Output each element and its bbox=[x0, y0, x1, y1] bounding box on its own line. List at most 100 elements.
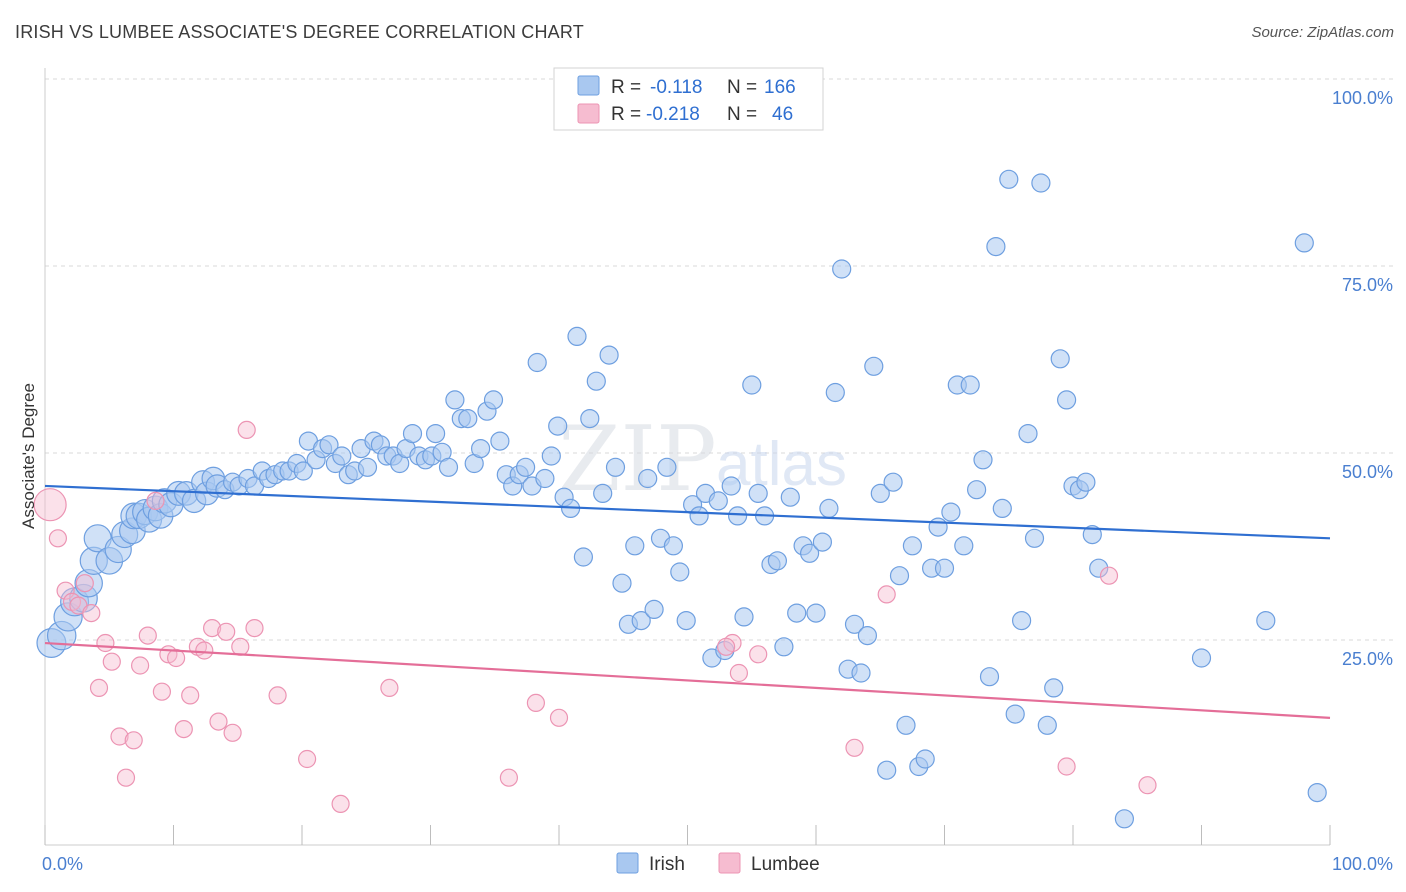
irish-point-146 bbox=[986, 237, 1006, 257]
irish-point-151 bbox=[1018, 424, 1038, 444]
irish-point-145 bbox=[979, 667, 1000, 687]
irish-point-121 bbox=[825, 382, 845, 403]
y-tick-label-100: 100.0% bbox=[1332, 88, 1393, 108]
bottom-legend: Irish Lumbee bbox=[616, 852, 820, 875]
irish-point-85 bbox=[593, 483, 613, 503]
legend: R = -0.118 N = 166 R = -0.218 N = 46 bbox=[553, 67, 824, 131]
series-lumbee bbox=[33, 420, 1157, 814]
irish-point-76 bbox=[535, 468, 555, 489]
lumbee-point-15 bbox=[146, 491, 165, 510]
irish-point-152 bbox=[1024, 528, 1045, 548]
legend-n-value-irish: 166 bbox=[764, 77, 796, 98]
y-tick-label-75: 75.0% bbox=[1342, 275, 1393, 295]
lumbee-point-7 bbox=[89, 678, 109, 698]
irish-point-93 bbox=[644, 599, 664, 620]
irish-point-149 bbox=[1005, 704, 1025, 724]
lumbee-trend-line bbox=[44, 641, 1331, 719]
irish-point-117 bbox=[799, 543, 820, 563]
legend-r-value-irish: -0.118 bbox=[650, 77, 702, 98]
lumbee-point-2 bbox=[56, 581, 75, 600]
lumbee-point-20 bbox=[181, 686, 200, 705]
lumbee-point-25 bbox=[217, 622, 236, 641]
lumbee-point-42 bbox=[1057, 757, 1076, 776]
irish-point-90 bbox=[625, 536, 645, 556]
lumbee-point-18 bbox=[167, 648, 186, 668]
irish-point-105 bbox=[721, 476, 741, 496]
irish-point-84 bbox=[586, 371, 606, 391]
irish-point-148 bbox=[999, 169, 1019, 189]
irish-point-59 bbox=[426, 424, 446, 444]
lumbee-point-31 bbox=[298, 749, 317, 769]
irish-point-106 bbox=[727, 506, 748, 526]
legend-n-label-irish: N = bbox=[727, 77, 757, 98]
irish-point-75 bbox=[527, 352, 547, 373]
bottom-legend-label-lumbee: Lumbee bbox=[751, 854, 820, 875]
irish-point-160 bbox=[1076, 472, 1096, 492]
irish-point-82 bbox=[573, 547, 594, 567]
irish-trend-line bbox=[44, 484, 1331, 540]
irish-point-92 bbox=[638, 468, 658, 489]
irish-point-48 bbox=[357, 457, 378, 477]
bottom-legend-swatch-lumbee bbox=[718, 852, 741, 874]
lumbee-point-1 bbox=[48, 529, 68, 548]
irish-point-126 bbox=[857, 625, 878, 646]
bottom-legend-label-irish: Irish bbox=[649, 854, 685, 875]
legend-r-label-irish: R = bbox=[611, 77, 641, 98]
irish-point-156 bbox=[1050, 349, 1070, 369]
y-axis-label: Associate's Degree bbox=[19, 383, 38, 529]
lumbee-point-34 bbox=[499, 768, 518, 787]
irish-point-143 bbox=[966, 480, 987, 500]
irish-point-83 bbox=[580, 409, 600, 429]
legend-r-value-lumbee: -0.218 bbox=[646, 104, 700, 125]
irish-point-44 bbox=[332, 446, 352, 466]
lumbee-point-13 bbox=[131, 656, 150, 675]
lumbee-point-36 bbox=[549, 708, 569, 727]
x-tick-label-min: 0.0% bbox=[42, 854, 83, 874]
lumbee-point-6 bbox=[82, 603, 101, 623]
irish-point-133 bbox=[902, 536, 923, 556]
irish-point-139 bbox=[941, 502, 961, 522]
lumbee-point-23 bbox=[203, 618, 222, 638]
irish-point-144 bbox=[973, 450, 993, 470]
lumbee-point-38 bbox=[729, 663, 749, 683]
irish-point-124 bbox=[844, 614, 865, 634]
irish-point-64 bbox=[458, 409, 478, 429]
irish-point-87 bbox=[605, 457, 626, 477]
irish-point-138 bbox=[934, 558, 955, 578]
irish-point-109 bbox=[748, 483, 768, 503]
irish-point-119 bbox=[812, 532, 833, 552]
lumbee-point-27 bbox=[231, 637, 250, 656]
lumbee-point-19 bbox=[174, 719, 193, 739]
lumbee-point-30 bbox=[268, 686, 287, 705]
irish-point-130 bbox=[883, 472, 903, 492]
y-tick-label-50: 50.0% bbox=[1342, 462, 1393, 482]
irish-point-62 bbox=[445, 390, 465, 410]
irish-point-137 bbox=[928, 517, 948, 537]
irish-point-155 bbox=[1044, 678, 1064, 698]
lumbee-point-11 bbox=[116, 768, 136, 787]
irish-point-120 bbox=[819, 498, 839, 518]
lumbee-point-16 bbox=[152, 682, 171, 701]
irish-point-166 bbox=[1307, 782, 1327, 803]
x-tick-label-max: 100.0% bbox=[1332, 854, 1393, 874]
lumbee-point-44 bbox=[1138, 776, 1157, 795]
irish-point-97 bbox=[670, 562, 690, 582]
irish-point-42 bbox=[319, 435, 339, 455]
lumbee-point-29 bbox=[245, 618, 264, 638]
irish-point-86 bbox=[599, 345, 619, 365]
legend-r-label-lumbee: R = bbox=[611, 104, 641, 125]
lumbee-point-24 bbox=[209, 712, 228, 731]
irish-point-112 bbox=[767, 551, 788, 571]
irish-point-107 bbox=[734, 607, 754, 627]
lumbee-point-12 bbox=[124, 731, 143, 750]
irish-point-125 bbox=[851, 663, 871, 683]
irish-point-77 bbox=[541, 446, 561, 466]
irish-point-165 bbox=[1294, 233, 1314, 253]
irish-point-78 bbox=[548, 416, 568, 436]
lumbee-point-28 bbox=[237, 420, 256, 439]
irish-point-162 bbox=[1089, 558, 1109, 578]
y-tick-label-25: 25.0% bbox=[1342, 649, 1393, 669]
irish-point-128 bbox=[870, 483, 890, 503]
irish-point-164 bbox=[1256, 610, 1276, 631]
